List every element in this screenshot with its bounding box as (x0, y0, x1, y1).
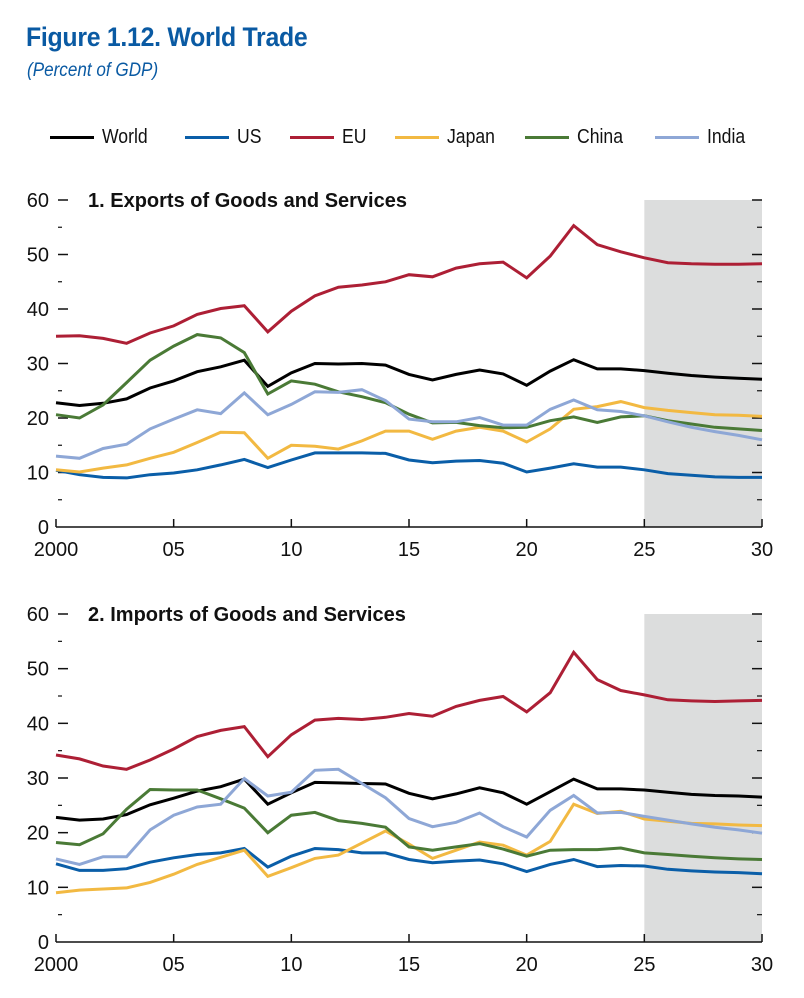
exports-x-tick-label: 10 (280, 539, 302, 561)
imports-x-tick-label: 2000 (34, 954, 79, 976)
imports-x-tick-label: 30 (751, 954, 773, 976)
exports-y-tick-label: 40 (27, 299, 49, 321)
exports-series-eu (55, 223, 763, 345)
legend-swatch-china (525, 135, 569, 139)
imports-y-tick-label: 50 (27, 659, 49, 681)
legend-swatch-eu (290, 135, 334, 139)
exports-x-tick-label: 15 (398, 539, 420, 561)
exports-y-tick-label: 20 (27, 408, 49, 430)
legend-item-japan: Japan (395, 124, 502, 150)
figure-title: Figure 1.12. World Trade (26, 22, 308, 52)
legend-item-china: China (525, 124, 629, 150)
exports-series-world (55, 358, 763, 408)
imports-y-tick-label: 20 (27, 823, 49, 845)
legend-label-eu: EU (342, 125, 367, 148)
exports-y-tick-label: 0 (38, 517, 49, 539)
imports-series-india (55, 767, 763, 866)
exports-panel-title: 1. Exports of Goods and Services (88, 190, 407, 212)
exports-x-tick-label: 05 (163, 539, 185, 561)
legend-label-china: China (577, 125, 623, 148)
imports-y-tick-label: 30 (27, 768, 49, 790)
legend-item-eu: EU (290, 124, 370, 150)
imports-x-tick-label: 20 (516, 954, 538, 976)
imports-y-tick-label: 60 (27, 604, 49, 626)
legend-item-us: US (185, 124, 265, 150)
legend-swatch-india (655, 135, 699, 139)
imports-series-japan (55, 802, 763, 895)
imports-series-eu (55, 649, 763, 771)
exports-y-tick-label: 50 (27, 245, 49, 267)
legend-label-us: US (237, 125, 262, 148)
imports-x-tick-label: 25 (633, 954, 655, 976)
imports-y-tick-label: 40 (27, 713, 49, 735)
imports-panel-title: 2. Imports of Goods and Services (88, 604, 406, 626)
exports-x-tick-label: 30 (751, 539, 773, 561)
imports-projection-shade (644, 614, 762, 942)
exports-series-japan (55, 400, 763, 474)
legend-swatch-world (50, 135, 94, 139)
exports-x-tick-label: 20 (516, 539, 538, 561)
legend-swatch-japan (395, 135, 439, 139)
imports-x-tick-label: 15 (398, 954, 420, 976)
exports-x-tick-label: 2000 (34, 539, 79, 561)
imports-y-tick-label: 10 (27, 877, 49, 899)
legend-item-india: India (655, 124, 750, 150)
legend-label-world: World (102, 125, 148, 148)
exports-series-us (55, 451, 762, 480)
imports-series-world (55, 777, 763, 822)
imports-series-us (55, 846, 763, 876)
figure-subtitle: (Percent of GDP) (27, 60, 159, 81)
imports-x-tick-label: 10 (280, 954, 302, 976)
imports-series-china (55, 787, 763, 861)
legend: World US EU Japan China India (50, 124, 790, 150)
imports-x-tick-label: 05 (163, 954, 185, 976)
exports-x-tick-label: 25 (633, 539, 655, 561)
legend-label-india: India (707, 125, 746, 148)
exports-y-tick-label: 30 (27, 354, 49, 376)
legend-item-world: World (50, 124, 154, 150)
exports-y-tick-label: 60 (27, 190, 49, 212)
imports-y-tick-label: 0 (38, 932, 49, 954)
exports-y-tick-label: 10 (27, 463, 49, 485)
legend-label-japan: Japan (447, 125, 495, 148)
legend-swatch-us (185, 135, 229, 139)
exports-series-india (55, 388, 763, 460)
